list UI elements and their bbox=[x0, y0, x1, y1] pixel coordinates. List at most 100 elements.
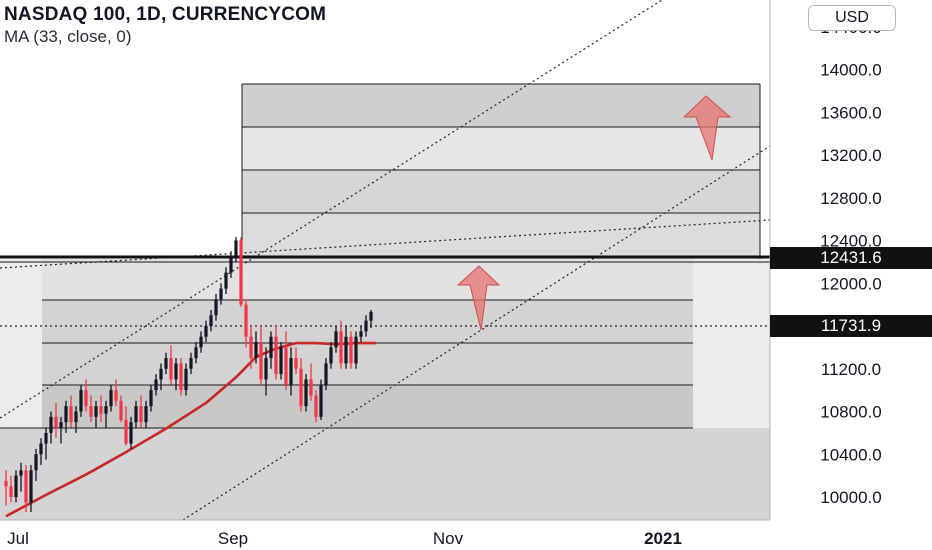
projection-box-band bbox=[242, 213, 760, 259]
x-tick-label: Sep bbox=[218, 529, 248, 548]
candle-body bbox=[94, 406, 98, 417]
candle-body bbox=[189, 358, 193, 369]
candle-body bbox=[279, 347, 283, 375]
candle-body bbox=[44, 432, 48, 444]
currency-button[interactable]: USD bbox=[808, 5, 896, 31]
moving-average-line bbox=[5, 341, 376, 518]
candle-body bbox=[309, 379, 313, 396]
candle-body bbox=[224, 272, 228, 289]
candle-body bbox=[129, 422, 133, 444]
candle-body bbox=[214, 299, 218, 316]
candle-body bbox=[369, 311, 373, 321]
candle-body bbox=[39, 443, 43, 455]
secondary-trend-line bbox=[0, 219, 771, 269]
y-tick-label: 13600.0 bbox=[820, 103, 881, 122]
candle-body bbox=[359, 331, 363, 337]
candle-body bbox=[144, 406, 148, 423]
candle-body bbox=[284, 347, 288, 385]
candle-body bbox=[314, 395, 318, 417]
trend-lines bbox=[0, 0, 771, 521]
candle-body bbox=[209, 315, 213, 326]
x-tick-label: 2021 bbox=[644, 529, 682, 548]
range-box-band bbox=[42, 259, 693, 300]
candle-body bbox=[64, 406, 68, 423]
candle-body bbox=[234, 240, 238, 257]
candle-body bbox=[19, 470, 23, 476]
y-tick-label: 10400.0 bbox=[820, 445, 881, 464]
candle-body bbox=[219, 288, 223, 300]
candle-body bbox=[69, 406, 73, 423]
candle-body bbox=[364, 320, 368, 332]
y-tick-label: 14000.0 bbox=[820, 61, 881, 80]
channel-lower-line bbox=[182, 145, 771, 521]
candle-body bbox=[179, 363, 183, 391]
channel-upper-line bbox=[0, 0, 663, 419]
candle-body bbox=[249, 336, 253, 359]
indicator-legend[interactable]: MA (33, close, 0) bbox=[4, 27, 132, 46]
candle-body bbox=[159, 368, 163, 380]
candle-body bbox=[24, 470, 28, 503]
candle-body bbox=[334, 331, 338, 348]
last-price-label: 11731.9 bbox=[770, 315, 932, 337]
up-arrow-lower bbox=[456, 265, 501, 331]
time-axis bbox=[0, 520, 932, 550]
projection-box-band bbox=[242, 127, 760, 170]
candle-body bbox=[9, 486, 13, 497]
candle-body bbox=[14, 475, 18, 497]
projection-box-band bbox=[242, 84, 760, 127]
candle-body bbox=[49, 416, 53, 433]
y-tick-label: 13200.0 bbox=[820, 146, 881, 165]
candle-body bbox=[264, 358, 268, 380]
level-lines bbox=[0, 83, 761, 429]
chart-title: NASDAQ 100, 1D, CURRENCYCOM bbox=[4, 4, 327, 25]
candle-body bbox=[29, 470, 33, 503]
candle-body bbox=[324, 363, 328, 385]
candle-body bbox=[254, 342, 258, 359]
candle-body bbox=[339, 331, 343, 364]
candle-body bbox=[174, 363, 178, 380]
candle-body bbox=[354, 336, 358, 364]
candle-body bbox=[109, 390, 113, 407]
candle-body bbox=[74, 411, 78, 423]
last-price-label-text: 11731.9 bbox=[821, 316, 881, 335]
candle-body bbox=[164, 358, 168, 369]
candles-layer bbox=[4, 237, 373, 512]
candle-body bbox=[84, 390, 88, 407]
candle-body bbox=[229, 256, 233, 273]
candle-body bbox=[54, 416, 58, 428]
candle-body bbox=[319, 384, 323, 417]
candle-body bbox=[349, 336, 353, 364]
moving-average-layer bbox=[5, 341, 376, 518]
candle-body bbox=[184, 368, 188, 391]
high-price-label: 12431.6 bbox=[770, 247, 932, 269]
candle-body bbox=[329, 347, 333, 364]
candle-body bbox=[149, 390, 153, 407]
range-box-band bbox=[42, 343, 693, 385]
candle-body bbox=[304, 379, 308, 407]
x-tick-label: Jul bbox=[7, 529, 29, 548]
range-box-right-panel bbox=[693, 259, 770, 428]
candle-body bbox=[59, 422, 63, 428]
candle-body bbox=[244, 304, 248, 337]
y-tick-label: 10800.0 bbox=[820, 403, 881, 422]
candle-body bbox=[4, 480, 8, 487]
candle-body bbox=[89, 406, 93, 417]
candle-body bbox=[34, 454, 38, 471]
high-price-label-text: 12431.6 bbox=[820, 248, 881, 267]
candle-body bbox=[114, 390, 118, 401]
y-tick-label: 10000.0 bbox=[820, 488, 881, 507]
x-axis-ticks: Jul Sep Nov 2021 bbox=[7, 529, 682, 548]
candle-body bbox=[274, 336, 278, 375]
candle-body bbox=[124, 420, 128, 444]
candle-body bbox=[99, 406, 103, 414]
candle-body bbox=[104, 406, 108, 414]
candle-body bbox=[199, 336, 203, 348]
candle-body bbox=[169, 358, 173, 380]
candle-body bbox=[299, 368, 303, 407]
y-tick-label: 12800.0 bbox=[820, 189, 881, 208]
candle-body bbox=[344, 336, 348, 364]
y-tick-label: 12400.0 bbox=[820, 232, 881, 251]
candle-body bbox=[239, 240, 243, 305]
candle-body bbox=[139, 406, 143, 423]
